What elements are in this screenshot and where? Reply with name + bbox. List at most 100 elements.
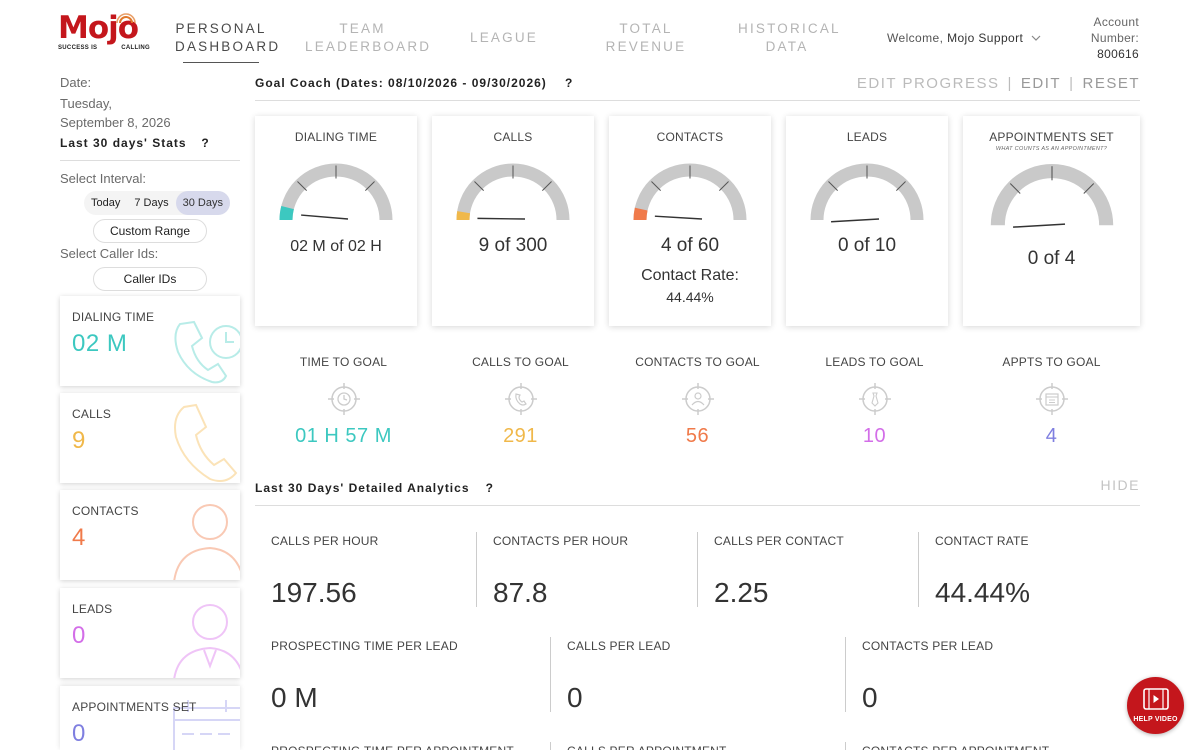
reset-link[interactable]: RESET [1082,75,1140,92]
logo-tagline: SUCCESS IS CALLING [58,45,150,51]
separator: | [1069,75,1075,92]
metric-calls-per-hour: CALLS PER HOUR 197.56 [255,532,476,608]
to-goal-title: LEADS TO GOAL [825,355,924,369]
date-label: Date: [60,75,92,90]
contact-rate-value: 44.44% [666,289,714,305]
nav-label-line1: TEAM [339,21,386,36]
nav-label-line1: TOTAL [619,21,673,36]
logo-tagline-left: SUCCESS IS [58,45,98,51]
analytics-divider [255,505,1140,506]
separator: | [1007,75,1013,92]
metric-label: CALLS PER APPOINTMENT [551,742,845,750]
logo-tagline-right: CALLING [121,45,150,51]
metric-label: CONTACTS PER HOUR [493,534,629,548]
nav-historical-data[interactable]: HISTORICAL DATA [738,20,839,56]
metric-label: CONTACTS PER LEAD [862,639,994,653]
account-label-2: Number: [1090,31,1139,45]
metric-contacts-per-appointment: CONTACTS PER APPOINTMENT [845,742,1125,750]
leads-gauge [810,163,924,223]
nav-label-line1: PERSONAL [175,21,267,36]
goal-coach-heading: Goal Coach (Dates: 08/10/2026 - 09/30/20… [255,76,577,90]
stat-card-leads: LEADS 0 [60,588,240,678]
user-menu[interactable]: Welcome, Mojo Support [887,31,1041,45]
edit-progress-link[interactable]: EDIT PROGRESS [856,75,1000,92]
metric-calls-per-lead: CALLS PER LEAD 0 [550,637,845,713]
nav-personal-dashboard[interactable]: PERSONAL DASHBOARD [175,20,278,63]
stat-value: 0 [72,720,86,747]
goal-card-title: CALLS [493,130,533,144]
caller-ids-button[interactable]: Caller IDs [93,267,207,291]
gauge-needle [477,217,526,220]
stats-heading: Last 30 days' Stats ? [60,134,240,152]
goal-card-title: CONTACTS [656,130,724,144]
gauge-tick [541,181,552,192]
stat-value: 02 M [72,330,128,357]
metric-value: 87.8 [493,577,548,608]
metric-contacts-per-lead: CONTACTS PER LEAD 0 [845,637,1125,713]
phone-icon [174,403,238,482]
nav-league[interactable]: LEAGUE [470,29,538,47]
nav-team-leaderboard[interactable]: TEAM LEADERBOARD [305,20,432,56]
help-video-button[interactable]: HELP VIDEO [1127,677,1184,734]
edit-link[interactable]: EDIT [1020,75,1062,92]
stat-value: 0 [72,622,86,649]
metric-calls-per-contact: CALLS PER CONTACT 2.25 [697,532,918,608]
sidebar: Date: Tuesday, September 8, 2026 Last 30… [60,73,240,152]
hide-analytics-link[interactable]: HIDE [1100,477,1140,493]
goal-card-appointments: APPOINTMENTS SET WHAT COUNTS AS AN APPOI… [963,116,1140,326]
goal-coach-divider [255,100,1140,101]
gauge-tick [1009,183,1021,194]
to-goal-value: 4 [1045,425,1058,447]
stat-card-calls: CALLS 9 [60,393,240,483]
business-person-icon [173,604,240,678]
stat-card-appointments: APPOINTMENTS SET 0 [60,686,240,750]
goal-card-leads: LEADS 0 of 10 [786,116,948,326]
metric-label: CALLS PER LEAD [567,639,671,653]
metric-label: CALLS PER HOUR [271,534,379,548]
nav-total-revenue[interactable]: TOTAL REVENUE [605,20,687,56]
gauge-fill [456,211,471,221]
to-goal-title: CONTACTS TO GOAL [635,355,760,369]
nav-label-line2: LEADERBOARD [305,39,432,54]
goal-coach-actions: EDIT PROGRESS | EDIT | RESET [857,75,1140,92]
help-video-label: HELP VIDEO [1133,716,1178,723]
metric-label: CONTACTS PER APPOINTMENT [846,742,1125,750]
stat-value: 9 [72,427,86,454]
contact-rate-label: Contact Rate: [641,267,739,284]
leads-to-goal: LEADS TO GOAL 10 [786,355,963,448]
metric-value: 44.44% [935,577,1030,608]
metric-contacts-per-hour: CONTACTS PER HOUR 87.8 [476,532,697,608]
interval-7-days[interactable]: 7 Days [134,197,169,209]
goal-card-title: LEADS [846,130,888,144]
dialing-time-gauge [279,163,393,221]
goal-coach-title: Goal Coach (Dates: 08/10/2026 - 09/30/20… [255,76,547,90]
stat-label: CALLS [72,407,112,421]
goal-card-value: 02 M of 02 H [290,238,382,255]
gauge-fill [279,205,294,221]
gauge-tick [828,181,839,192]
metric-value: 0 [862,682,878,713]
date-weekday: Tuesday, [60,96,113,111]
metric-label: PROSPECTING TIME PER LEAD [271,639,458,653]
user-name: Mojo Support [947,31,1024,45]
analytics-heading: Last 30 Days' Detailed Analytics ? [255,481,498,495]
person-icon [173,504,240,580]
interval-30-days[interactable]: 30 Days [175,191,230,215]
stat-label: DIALING TIME [72,310,155,324]
interval-today[interactable]: Today [91,197,121,209]
to-goal-title: TIME TO GOAL [299,355,388,369]
stats-help-icon[interactable]: ? [201,136,209,150]
goal-coach-help-icon[interactable]: ? [564,76,574,90]
analytics-help-icon[interactable]: ? [485,481,495,495]
stat-value: 4 [72,524,86,551]
analytics-title: Last 30 Days' Detailed Analytics [255,481,470,495]
appointments-gauge [990,164,1113,228]
metric-calls-per-appointment: CALLS PER APPOINTMENT [550,742,845,750]
stat-card-dialing-time: DIALING TIME 02 M [60,296,240,386]
person-target-icon [681,383,714,415]
phone-target-icon [504,383,537,415]
appointment-definition-link[interactable]: WHAT COUNTS AS AN APPOINTMENT? [995,146,1108,152]
gauge-tick [895,181,906,192]
account-number: 800616 [1097,47,1139,61]
custom-range-button[interactable]: Custom Range [93,219,207,243]
